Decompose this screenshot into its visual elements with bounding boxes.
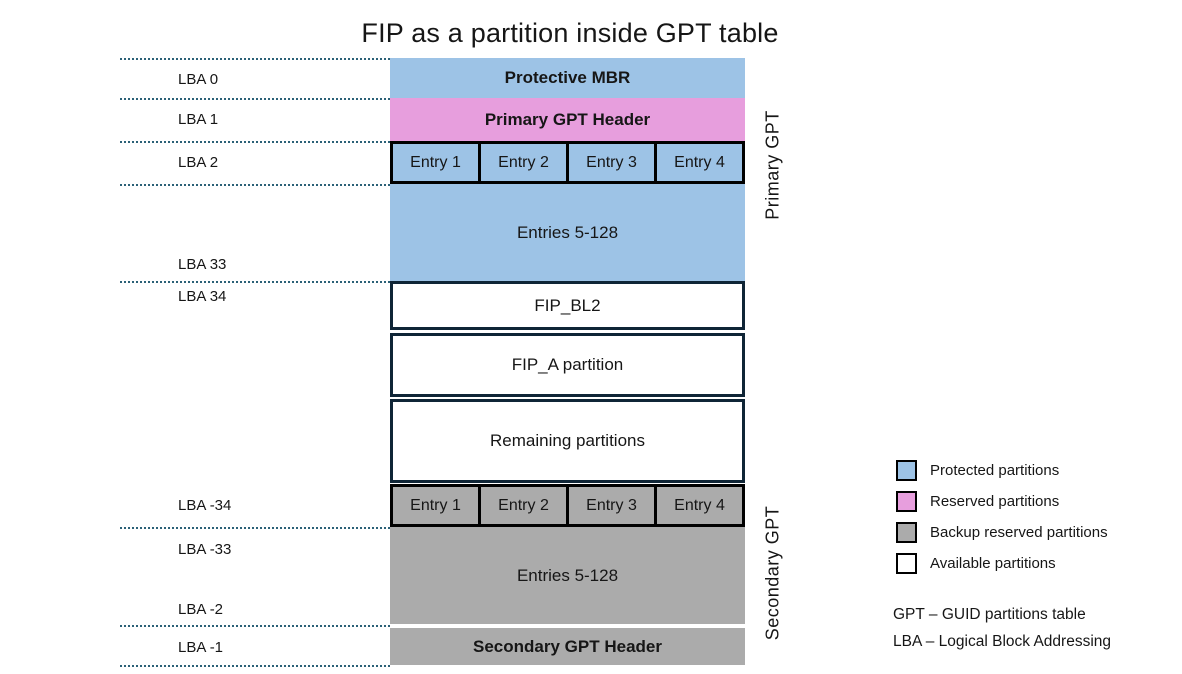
dotted-line (120, 58, 390, 60)
block-secondary-gpt-header: Secondary GPT Header (390, 628, 745, 665)
entry-cell: Entry 2 (478, 487, 566, 524)
lba-label: LBA 1 (178, 111, 219, 128)
legend-swatch (896, 491, 917, 512)
legend-swatch (896, 553, 917, 574)
block-primary-entry-row: Entry 1 Entry 2 Entry 3 Entry 4 (390, 141, 745, 184)
dotted-line (120, 141, 390, 143)
page-title: FIP as a partition inside GPT table (361, 18, 779, 48)
entry-cell: Entry 3 (566, 487, 654, 524)
lba-label: LBA 34 (178, 288, 227, 305)
entry-cell: Entry 4 (654, 144, 742, 181)
block-secondary-entries-5-128: Entries 5-128 (390, 527, 745, 624)
legend-label: Backup reserved partitions (930, 524, 1108, 541)
lba-label: LBA 2 (178, 154, 219, 171)
block-primary-gpt-header: Primary GPT Header (390, 98, 745, 141)
block-fip-bl2: FIP_BL2 (390, 281, 745, 330)
legend-label: Available partitions (930, 555, 1056, 572)
block-fip-a-partition: FIP_A partition (390, 333, 745, 397)
lba-label: LBA 0 (178, 71, 219, 88)
lba-label: LBA -2 (178, 601, 224, 618)
abbreviation-line: GPT – GUID partitions table (893, 606, 1086, 623)
entry-cell: Entry 1 (393, 487, 478, 524)
abbreviation-line: LBA – Logical Block Addressing (893, 633, 1111, 650)
entry-cell: Entry 3 (566, 144, 654, 181)
block-secondary-entry-row: Entry 1 Entry 2 Entry 3 Entry 4 (390, 484, 745, 527)
block-protective-mbr: Protective MBR (390, 58, 745, 98)
entry-cell: Entry 4 (654, 487, 742, 524)
legend-item: Available partitions (896, 553, 1108, 574)
block-primary-entries-5-128: Entries 5-128 (390, 184, 745, 281)
dotted-line (120, 281, 390, 283)
legend-item: Reserved partitions (896, 491, 1108, 512)
dotted-line (120, 98, 390, 100)
legend: Protected partitions Reserved partitions B… (896, 460, 1108, 584)
lba-label: LBA -1 (178, 639, 224, 656)
dotted-line (120, 184, 390, 186)
dotted-line (120, 527, 390, 529)
lba-label: LBA 33 (178, 256, 227, 273)
legend-swatch (896, 522, 917, 543)
legend-item: Backup reserved partitions (896, 522, 1108, 543)
legend-item: Protected partitions (896, 460, 1108, 481)
dotted-line (120, 625, 390, 627)
dotted-line (120, 665, 390, 667)
legend-swatch (896, 460, 917, 481)
lba-label: LBA -33 (178, 541, 232, 558)
entry-cell: Entry 2 (478, 144, 566, 181)
primary-gpt-side-label: Primary GPT (762, 110, 783, 220)
block-remaining-partitions: Remaining partitions (390, 399, 745, 483)
legend-label: Reserved partitions (930, 493, 1060, 510)
abbreviations: GPT – GUID partitions table LBA – Logical… (893, 601, 1111, 655)
lba-label: LBA -34 (178, 497, 232, 514)
entry-cell: Entry 1 (393, 144, 478, 181)
legend-label: Protected partitions (930, 462, 1060, 479)
secondary-gpt-side-label: Secondary GPT (762, 505, 783, 641)
